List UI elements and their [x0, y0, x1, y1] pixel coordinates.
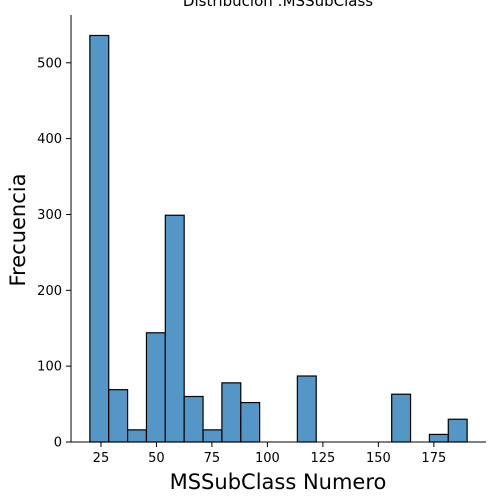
y-axis-ticks: 0 100 200 300 400 500: [37, 56, 71, 451]
x-tick-label: 125: [310, 451, 335, 466]
histogram-bar: [183, 395, 204, 443]
y-tick-label: 0: [54, 436, 62, 451]
histogram-bar: [296, 375, 317, 443]
y-tick-label: 100: [37, 360, 62, 375]
histogram-bar: [428, 433, 449, 443]
y-tick-label: 500: [37, 56, 62, 71]
histogram-bar: [447, 418, 468, 443]
y-tick-label: 200: [37, 284, 62, 299]
histogram-bar: [391, 393, 412, 443]
histogram-bar: [164, 214, 185, 443]
histogram-bar: [202, 429, 223, 443]
histogram-bar: [89, 34, 110, 443]
x-axis-label: MSSubClass Numero: [170, 470, 387, 494]
x-tick-label: 175: [421, 451, 446, 466]
histogram-bar: [145, 332, 166, 443]
x-axis-ticks: 25 50 75 100 125 150 175: [93, 442, 446, 466]
histogram-bar: [126, 429, 148, 443]
histogram-bar: [240, 401, 261, 443]
x-tick-label: 150: [366, 451, 391, 466]
x-tick-label: 75: [204, 451, 221, 466]
x-tick-label: 100: [255, 451, 280, 466]
histogram-bar: [221, 382, 242, 443]
y-tick-label: 300: [37, 208, 62, 223]
x-tick-label: 50: [148, 451, 165, 466]
x-tick-label: 25: [93, 451, 110, 466]
y-tick-label: 400: [37, 132, 62, 147]
histogram-bar: [108, 389, 129, 443]
y-axis-label: Frecuencia: [6, 174, 30, 287]
bars-group: [89, 34, 468, 443]
chart-title: Distribución :MSSubClass: [183, 0, 373, 10]
